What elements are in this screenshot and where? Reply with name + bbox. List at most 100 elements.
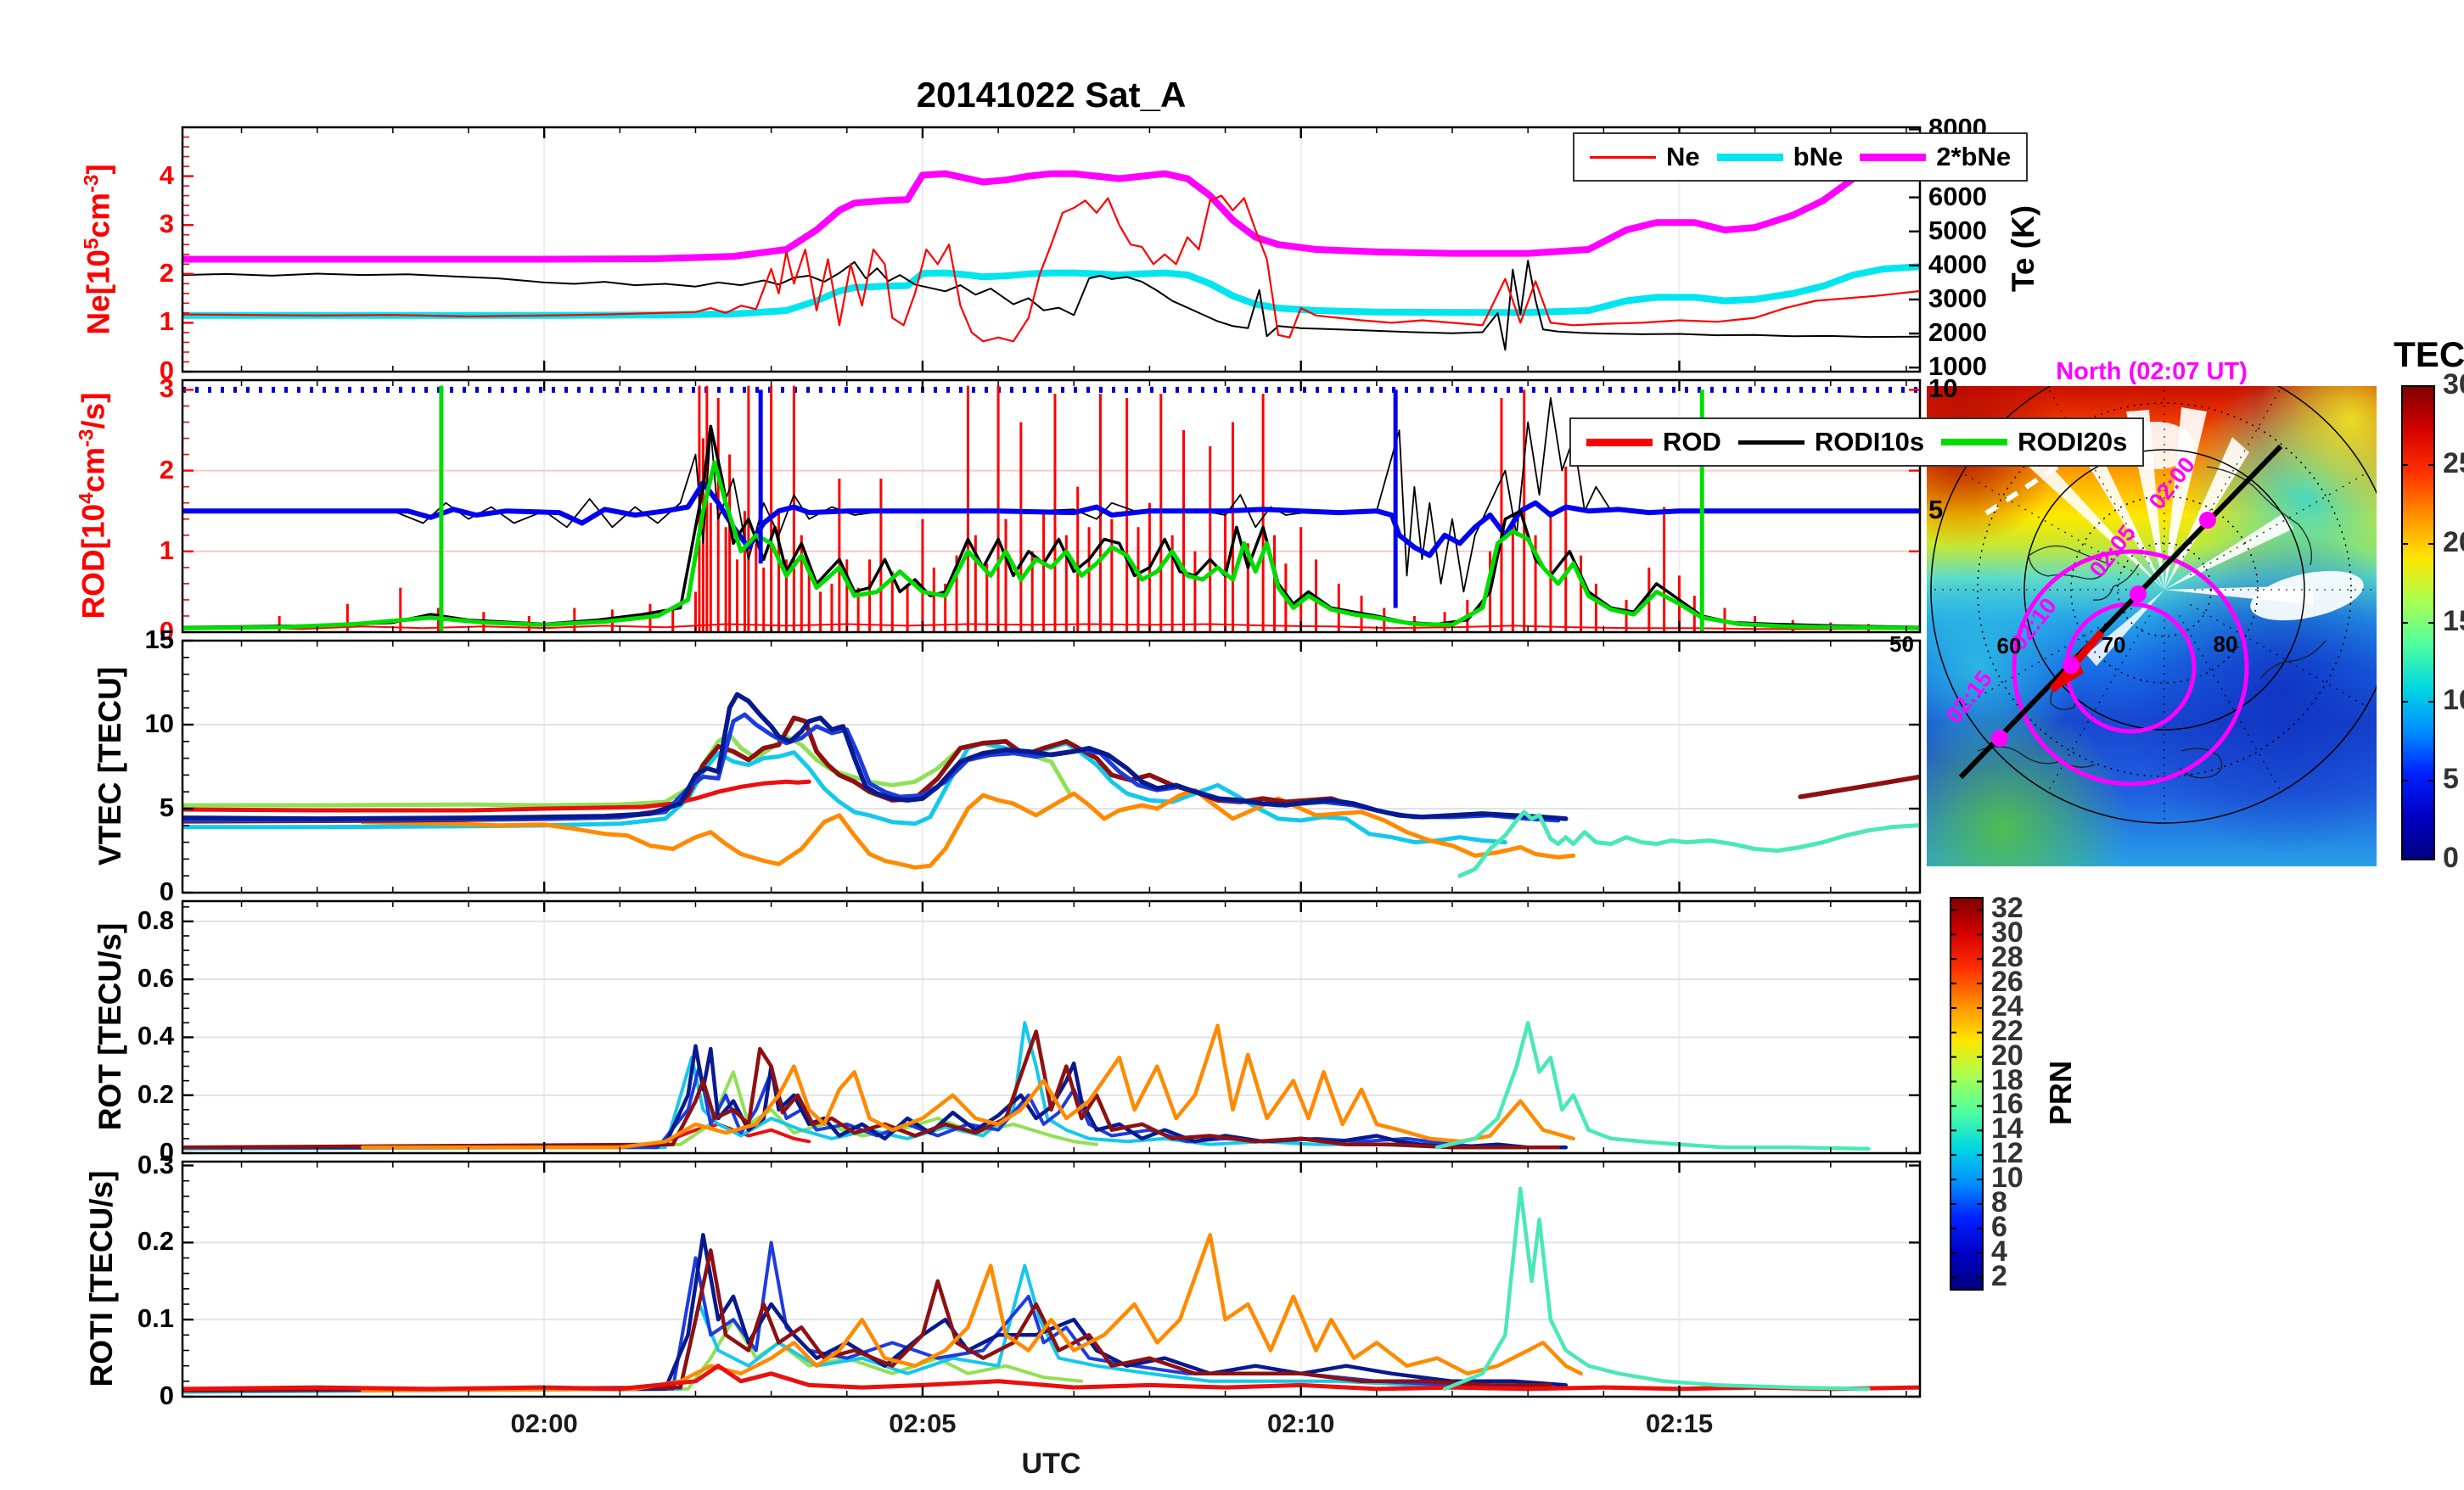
legend-item-bNe: bNe [1716, 142, 1844, 172]
legend-swatch [1737, 440, 1805, 445]
legend-swatch [1716, 153, 1783, 161]
cb-tecu-tick: 15 [2443, 605, 2464, 637]
tecu-colorbar-title: TECu [2394, 334, 2464, 374]
series-PRN-maroon-late [1798, 774, 1920, 799]
p5-ytick: 0.2 [137, 1226, 174, 1257]
p1-right-tick: 4000 [1928, 249, 1987, 279]
p5-ytick: 0 [159, 1381, 174, 1410]
legend-label: Ne [1666, 142, 1700, 171]
legend-label: 2*bNe [1936, 142, 2012, 171]
series-PRN-aqua [1457, 809, 1920, 878]
track-dot-0210 [2063, 657, 2080, 674]
cb-prn-tick: 8 [1991, 1185, 2007, 1218]
p5-ytick: 0.1 [137, 1303, 174, 1334]
cb-prn-tick: 24 [1991, 989, 2023, 1022]
x-tick-label: 02:15 [1645, 1409, 1714, 1438]
vtec-axis-label: VTEC [TECU] [93, 666, 127, 866]
cb-prn-tick: 32 [1991, 892, 2023, 925]
cb-prn-tick: 16 [1991, 1088, 2023, 1121]
p3-ytick: 0 [159, 877, 174, 906]
legend-swatch [1586, 438, 1653, 446]
series-Ne [182, 194, 1920, 343]
x-tick-label: 02:05 [889, 1409, 957, 1438]
legend-rod: ROD RODI10s RODI20s [1569, 417, 2145, 467]
cb-tecu-tick: 20 [2443, 526, 2464, 558]
satellite-track [1958, 444, 2283, 780]
cb-prn-tick: 10 [1991, 1162, 2023, 1195]
p2-ytick: 1 [159, 535, 174, 565]
p1-ytick: 3 [159, 209, 174, 239]
cb-tecu-tick: 30 [2443, 368, 2464, 401]
p1-right-tick: 6000 [1928, 181, 1987, 211]
p4-ytick: 0.8 [137, 905, 174, 935]
legend-label: RODI20s [2018, 427, 2128, 457]
legend-item-RODI20s: RODI20s [1941, 427, 2127, 457]
p1-ytick: 1 [159, 306, 174, 337]
lat-label-70: 70 [2102, 632, 2126, 658]
p2-ytick: 2 [159, 454, 174, 485]
legend-label: RODI10s [1814, 427, 1925, 457]
series-RODI20s [182, 460, 1920, 630]
panel-roti [181, 1160, 1922, 1398]
p1-ytick: 2 [159, 257, 174, 288]
series-blue [182, 1064, 1568, 1150]
p3-ytick: 10 [144, 709, 174, 738]
map-graticule [1928, 386, 2377, 826]
p3-ytick: 15 [144, 625, 174, 654]
p3-ytick: 5 [159, 793, 174, 822]
series-PRN-orange [360, 787, 1576, 870]
cb-prn-tick: 2 [1991, 1259, 2007, 1292]
cb-tecu-tick: 5 [2443, 763, 2459, 795]
p4-ytick: 0.2 [137, 1078, 174, 1109]
x-axis-label: UTC [1021, 1448, 1081, 1480]
p1-right-tick: 5000 [1928, 215, 1987, 245]
cb-prn-tick: 18 [1991, 1063, 2023, 1096]
roti-axis-label: ROTI [TECU/s] [84, 1170, 119, 1387]
p1-right-tick: 1000 [1928, 351, 1987, 382]
cb-prn-tick: 4 [1991, 1235, 2007, 1268]
panel-rot [181, 899, 1922, 1155]
series-PRN-navy [182, 692, 1569, 821]
series-PRN-cyan [182, 741, 1507, 845]
rod-axis-label: ROD[104cm-3/s] [75, 392, 111, 619]
cb-tecu-tick: 0 [2443, 842, 2459, 874]
legend-label: bNe [1793, 142, 1844, 171]
legend-item-RODI10s: RODI10s [1737, 427, 1925, 457]
series-aqua [1434, 1021, 1871, 1151]
legend-swatch [1941, 439, 2008, 445]
cb-tecu-tick: 10 [2443, 684, 2464, 716]
series-red [182, 1364, 1920, 1392]
p2-right-label: 10 [1928, 373, 1958, 404]
p1-ytick: 0 [159, 356, 174, 385]
series-RODI10s [182, 424, 1920, 630]
series-2*bNe [182, 158, 1920, 263]
auroral-oval-outer [2012, 549, 2249, 787]
p5-ytick: 0.3 [137, 1149, 174, 1179]
cb-prn-tick: 12 [1991, 1137, 2023, 1170]
p4-ytick: 0.6 [137, 963, 174, 994]
legend-swatch [1860, 153, 1927, 161]
series-cyan [182, 1263, 1492, 1394]
series-aqua [1442, 1186, 1871, 1392]
track-dot-0200 [2199, 512, 2216, 529]
series-Te [182, 260, 1920, 351]
p1-right-tick: 3000 [1928, 283, 1987, 313]
legend-item-2*bNe: 2*bNe [1860, 142, 2011, 172]
panel-vtec [181, 639, 1922, 894]
series-maroon [182, 1029, 1561, 1150]
track-dot-0215 [1991, 730, 2008, 747]
lat-label-50: 50 [1889, 631, 1914, 657]
series-maroon [182, 1248, 1553, 1392]
cb-tecu-tick: 25 [2443, 447, 2464, 479]
lat-label-80: 80 [2214, 631, 2238, 657]
cb-prn-tick: 28 [1991, 941, 2023, 974]
series-orange [360, 1233, 1583, 1392]
p2-right-label: 5 [1928, 495, 1944, 525]
cb-prn-tick: 20 [1991, 1039, 2023, 1072]
tecu-colorbar [2401, 385, 2435, 860]
track-dot-0205 [2130, 585, 2147, 602]
cb-prn-tick: 30 [1991, 916, 2023, 949]
series-ROD-base [182, 623, 1920, 630]
legend-item-ROD: ROD [1586, 427, 1721, 457]
